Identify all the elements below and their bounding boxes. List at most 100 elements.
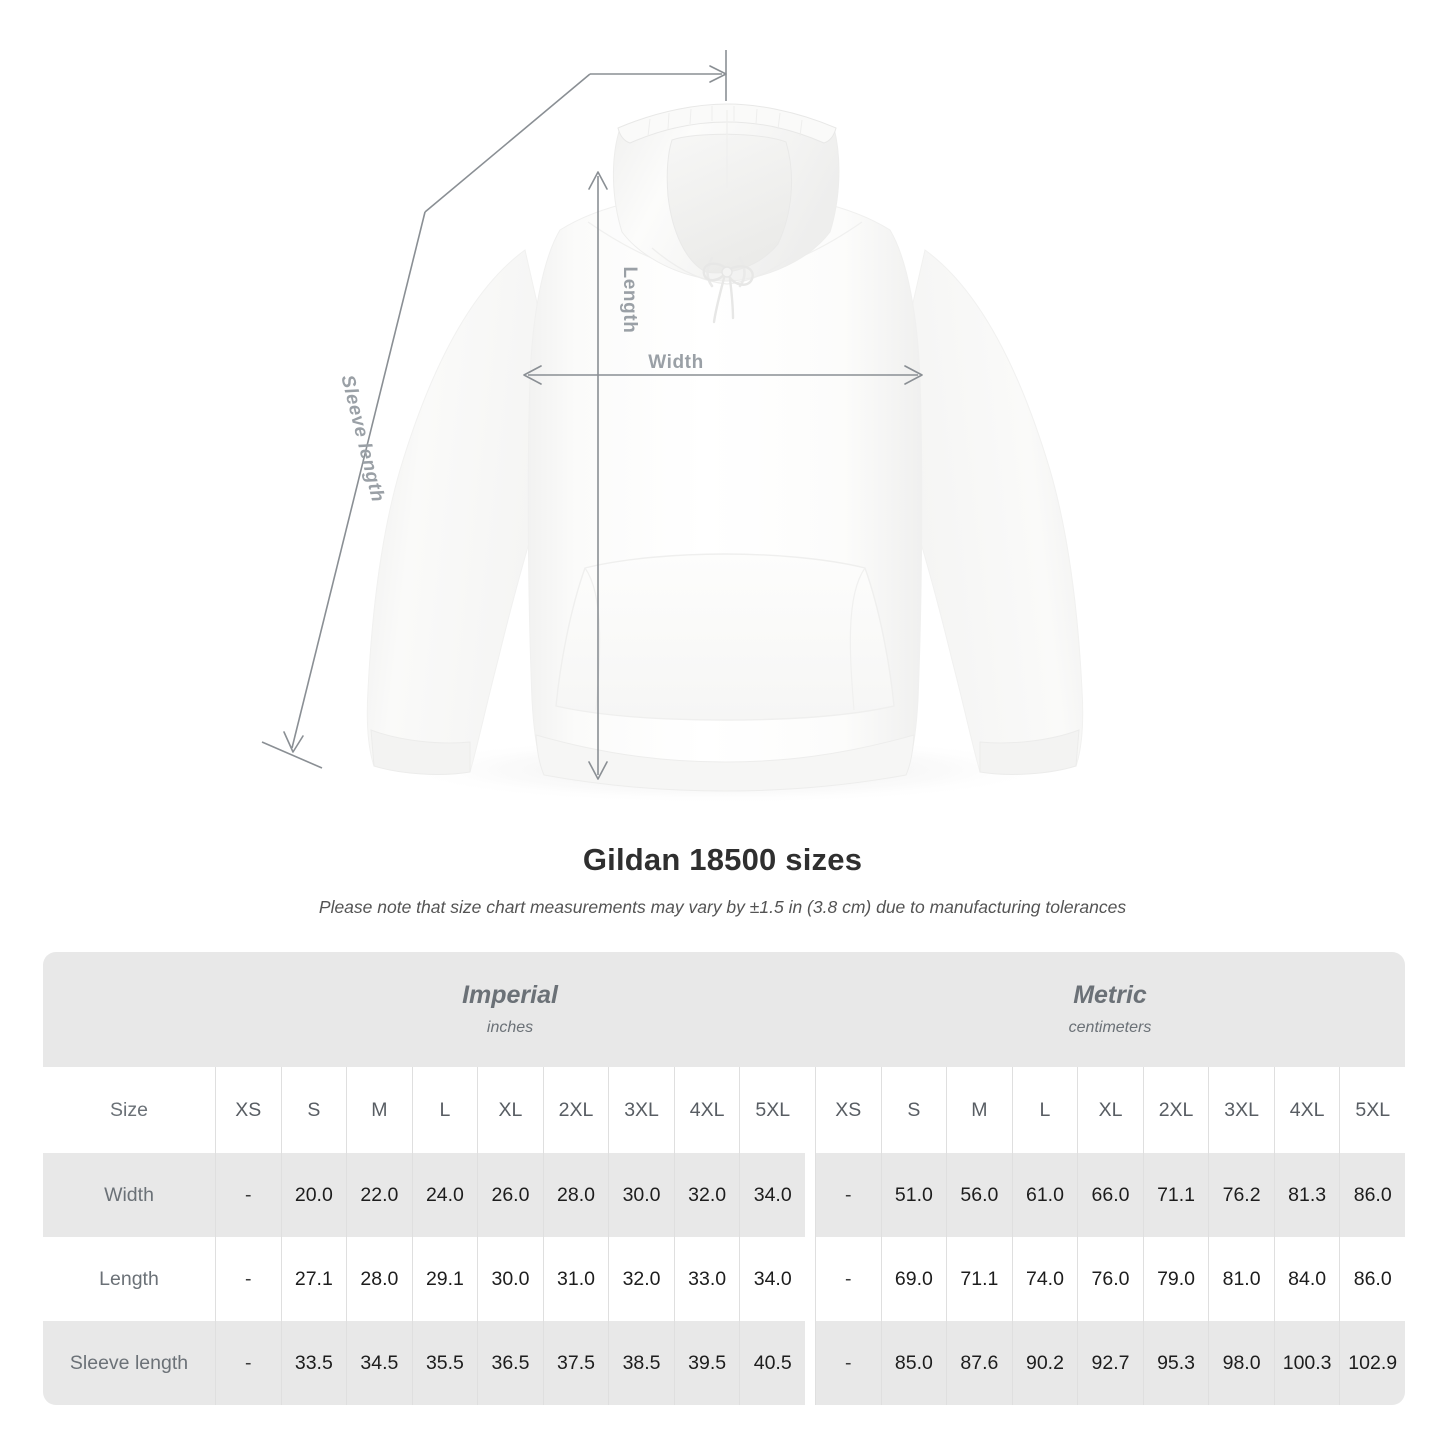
size-header-imperial-s: S	[280, 1067, 347, 1153]
cell-length-imperial-l: 29.1	[411, 1237, 478, 1321]
page-title: Gildan 18500 sizes	[582, 842, 863, 877]
cell-width-imperial-2xl: 28.0	[542, 1153, 609, 1237]
title-block: Gildan 18500 sizes Please note that size…	[0, 840, 1445, 919]
cell-width-imperial-xs: -	[215, 1153, 281, 1237]
cell-width-imperial-5xl: 34.0	[739, 1153, 806, 1237]
cell-length-imperial-m: 28.0	[346, 1237, 412, 1321]
cell-sleeve-length-metric-m: 87.6	[946, 1321, 1012, 1405]
cell-sleeve-length-metric-s: 85.0	[880, 1321, 947, 1405]
table-row: Length -27.1 28.0 29.1 30.0 31.0 32.0 33.0 34.0-…	[43, 1237, 1405, 1321]
cell-sleeve-length-metric-xs: -	[815, 1321, 881, 1405]
cell-length-metric-3xl: 81.0	[1208, 1237, 1274, 1321]
cell-sleeve-length-metric-4xl: 100.3	[1273, 1321, 1340, 1405]
size-header-metric-2xl: 2XL	[1142, 1067, 1209, 1153]
width-label: Width	[648, 352, 704, 373]
imperial-unit-header-title: Imperial	[462, 980, 558, 1009]
imperial-unit-header-subtitle: inches	[486, 1018, 534, 1036]
cell-width-metric-xs: -	[815, 1153, 881, 1237]
cell-sleeve-length-imperial-2xl: 37.5	[542, 1321, 609, 1405]
cell-width-imperial-l: 24.0	[411, 1153, 478, 1237]
cell-sleeve-length-metric-2xl: 95.3	[1142, 1321, 1209, 1405]
size-chart-table: Imperial inches Metric centimeters Size XS S M L…	[43, 952, 1405, 1405]
size-header-metric-3xl: 3XL	[1208, 1067, 1274, 1153]
cell-width-metric-2xl: 71.1	[1142, 1153, 1209, 1237]
size-header-imperial-xs: XS	[215, 1067, 281, 1153]
table-row: Width -20.0 22.0 24.0 26.0 28.0 30.0 32.0 34.0-5…	[43, 1153, 1405, 1237]
cell-length-imperial-2xl: 31.0	[542, 1237, 609, 1321]
size-chart-table-wrap: Imperial inches Metric centimeters Size XS S M L…	[43, 952, 1405, 1405]
size-header-metric-m: M	[946, 1067, 1012, 1153]
garment-illustration: Length Width Sleeve length	[261, 50, 1084, 804]
cell-length-imperial-5xl: 34.0	[739, 1237, 806, 1321]
cell-width-imperial-xl: 26.0	[477, 1153, 543, 1237]
cell-sleeve-length-imperial-m: 34.5	[346, 1321, 412, 1405]
size-header-metric-l: L	[1011, 1067, 1078, 1153]
size-header-imperial-2xl: 2XL	[542, 1067, 609, 1153]
size-header-metric-xl: XL	[1077, 1067, 1143, 1153]
cell-width-metric-l: 61.0	[1011, 1153, 1078, 1237]
cell-length-metric-s: 69.0	[880, 1237, 947, 1321]
size-header-imperial-4xl: 4XL	[673, 1067, 740, 1153]
cell-sleeve-length-imperial-s: 33.5	[280, 1321, 347, 1405]
size-header-row: Size XS S M L XL 2XL 3XL 4XL 5XL XS S M L XL 2XL 3XL 4XL 5…	[43, 1067, 1405, 1153]
row-label-length: Length	[43, 1237, 215, 1321]
length-dimension-arrow	[588, 171, 608, 780]
sleeve-length-dimension-arrow	[261, 50, 727, 769]
metric-unit-header-title: Metric	[1073, 980, 1147, 1009]
unit-banner-gap	[805, 952, 816, 1067]
size-corner-label: Size	[43, 1067, 215, 1153]
cell-sleeve-length-metric-5xl: 102.9	[1339, 1321, 1405, 1405]
unit-banner-spacer	[43, 952, 215, 1067]
cell-length-imperial-xs: -	[215, 1237, 281, 1321]
header-gap-cell	[805, 1067, 816, 1153]
measurement-annotations	[261, 50, 923, 780]
table-row: Sleeve length -33.5 34.5 35.5 36.5 37.5 38.5 39…	[43, 1321, 1405, 1405]
cell-width-imperial-4xl: 32.0	[673, 1153, 740, 1237]
cell-sleeve-length-imperial-4xl: 39.5	[673, 1321, 740, 1405]
cell-length-metric-l: 74.0	[1011, 1237, 1078, 1321]
row-label-sleeve-length: Sleeve length	[43, 1321, 215, 1405]
size-header-imperial-5xl: 5XL	[739, 1067, 806, 1153]
tolerance-note: Please note that size chart measurements…	[318, 897, 1127, 917]
cell-sleeve-length-imperial-l: 35.5	[411, 1321, 478, 1405]
size-header-imperial-l: L	[411, 1067, 478, 1153]
cell-length-metric-4xl: 84.0	[1273, 1237, 1340, 1321]
cell-length-metric-xs: -	[815, 1237, 881, 1321]
cell-length-metric-2xl: 79.0	[1142, 1237, 1209, 1321]
cell-length-metric-m: 71.1	[946, 1237, 1012, 1321]
metric-unit-header: Metric centimeters	[815, 952, 1405, 1067]
row-gap-cell	[805, 1153, 816, 1237]
cell-sleeve-length-metric-xl: 92.7	[1077, 1321, 1143, 1405]
cell-sleeve-length-imperial-xl: 36.5	[477, 1321, 543, 1405]
size-header-metric-4xl: 4XL	[1273, 1067, 1340, 1153]
cell-sleeve-length-imperial-3xl: 38.5	[608, 1321, 674, 1405]
cell-length-metric-xl: 76.0	[1077, 1237, 1143, 1321]
cell-length-imperial-4xl: 33.0	[673, 1237, 740, 1321]
unit-banner-row: Imperial inches Metric centimeters	[43, 952, 1405, 1067]
size-header-metric-5xl: 5XL	[1339, 1067, 1405, 1153]
metric-unit-header-subtitle: centimeters	[1068, 1018, 1152, 1036]
imperial-unit-header: Imperial inches	[215, 952, 806, 1067]
size-header-metric-s: S	[880, 1067, 947, 1153]
cell-width-metric-m: 56.0	[946, 1153, 1012, 1237]
cell-length-imperial-3xl: 32.0	[608, 1237, 674, 1321]
cell-width-metric-3xl: 76.2	[1208, 1153, 1274, 1237]
size-header-metric-xs: XS	[815, 1067, 881, 1153]
cell-width-imperial-3xl: 30.0	[608, 1153, 674, 1237]
cell-sleeve-length-metric-3xl: 98.0	[1208, 1321, 1274, 1405]
cell-width-metric-4xl: 81.3	[1273, 1153, 1340, 1237]
width-dimension-arrow	[523, 365, 923, 385]
hoodie-graphic	[366, 103, 1084, 792]
cell-sleeve-length-imperial-xs: -	[215, 1321, 281, 1405]
size-header-imperial-3xl: 3XL	[608, 1067, 674, 1153]
cell-width-metric-s: 51.0	[880, 1153, 947, 1237]
cell-width-metric-5xl: 86.0	[1339, 1153, 1405, 1237]
length-label: Length	[619, 267, 640, 334]
row-gap-cell	[805, 1237, 816, 1321]
size-header-imperial-m: M	[346, 1067, 412, 1153]
cell-sleeve-length-imperial-5xl: 40.5	[739, 1321, 806, 1405]
cell-length-imperial-s: 27.1	[280, 1237, 347, 1321]
cell-length-metric-5xl: 86.0	[1339, 1237, 1405, 1321]
cell-width-imperial-m: 22.0	[346, 1153, 412, 1237]
row-label-width: Width	[43, 1153, 215, 1237]
